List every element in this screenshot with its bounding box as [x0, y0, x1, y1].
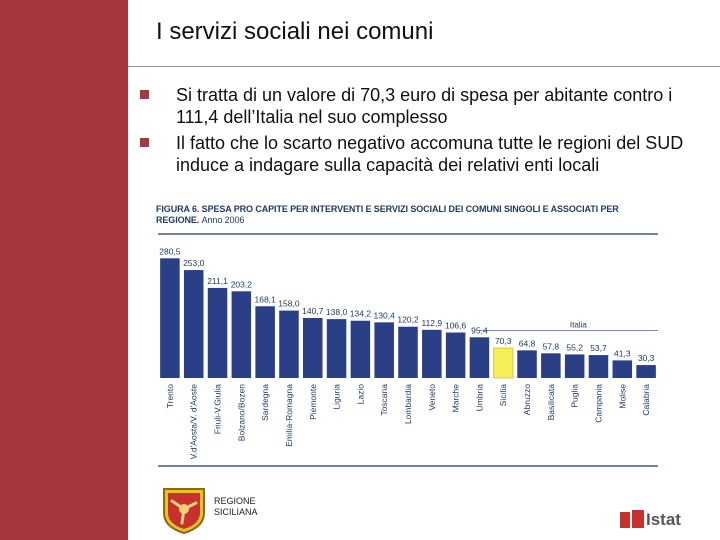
chart-subtitle: Anno 2006	[201, 215, 245, 225]
category-label: Umbria	[474, 384, 484, 412]
data-label: 53,7	[590, 343, 607, 353]
category-label: Toscana	[379, 384, 389, 416]
data-label: 120,2	[397, 315, 419, 325]
category-label: Sardegna	[260, 384, 270, 421]
data-label: 70,3	[495, 336, 512, 346]
istat-mark-icon-2	[630, 510, 644, 528]
bar	[255, 306, 275, 378]
bullet-item: Si tratta di un valore di 70,3 euro di s…	[140, 84, 710, 128]
bar	[374, 322, 394, 378]
category-label: Trento	[165, 384, 175, 409]
data-label: 203,2	[231, 279, 253, 289]
data-label: 64,8	[519, 338, 536, 348]
bar	[541, 353, 561, 378]
bar	[350, 320, 371, 378]
category-label: Campania	[593, 384, 603, 423]
bullet-text: Il fatto che lo scarto negativo accomuna…	[176, 133, 684, 175]
side-accent-bar	[0, 0, 128, 540]
data-label: 134,2	[350, 309, 372, 319]
istat-wordmark: Istat	[646, 510, 681, 529]
category-label: Marche	[451, 384, 461, 413]
bar	[564, 354, 585, 378]
category-label: Liguria	[332, 384, 342, 410]
content-panel	[128, 0, 720, 540]
category-label: Lazio	[355, 384, 365, 405]
bullet-text: Si tratta di un valore di 70,3 euro di s…	[176, 85, 673, 127]
bar	[183, 270, 204, 378]
data-label: 253,0	[183, 258, 205, 268]
data-label: 55,2	[566, 342, 583, 352]
bar	[612, 360, 633, 378]
bullet-item: Il fatto che lo scarto negativo accomuna…	[140, 132, 710, 176]
bar	[636, 365, 656, 378]
bar	[303, 317, 323, 378]
bar	[445, 332, 466, 378]
category-label: Sicilia	[498, 384, 508, 406]
category-label: Veneto	[427, 384, 437, 411]
category-label: Molise	[617, 384, 627, 409]
bar	[422, 329, 442, 378]
bar	[231, 291, 252, 378]
bar	[326, 319, 347, 378]
data-label: 30,3	[638, 353, 655, 363]
sicily-crest-icon	[163, 488, 205, 535]
bullet-list: Si tratta di un valore di 70,3 euro di s…	[140, 84, 710, 180]
data-label: 106,6	[445, 321, 467, 331]
bar	[398, 326, 418, 378]
category-label: Abruzzo	[522, 384, 532, 415]
category-label: Emilia-Romagna	[284, 384, 294, 447]
category-label: Bolzano/Bozen	[236, 384, 246, 441]
data-label: 138,0	[326, 307, 348, 317]
category-label: Friuli-V.Giulia	[213, 384, 223, 435]
data-label: 57,8	[543, 341, 560, 351]
region-logo	[158, 485, 210, 535]
chart-title-line1: FIGURA 6. SPESA PRO CAPITE PER INTERVENT…	[156, 204, 619, 214]
bar	[588, 355, 609, 378]
category-label: Piemonte	[308, 384, 318, 420]
title-divider	[128, 66, 720, 67]
bar	[279, 310, 299, 378]
category-label: Lombardia	[403, 384, 413, 424]
bar	[517, 350, 537, 378]
data-label: 130,4	[374, 310, 396, 320]
chart-title-line2: REGIONE.	[156, 215, 200, 225]
data-label: 41,3	[614, 348, 631, 358]
data-label: 112,9	[421, 318, 442, 328]
region-name: REGIONE SICILIANA	[214, 496, 258, 518]
data-label: 211,1	[207, 276, 228, 286]
chart-title: FIGURA 6. SPESA PRO CAPITE PER INTERVENT…	[156, 204, 619, 226]
data-label: 158,0	[278, 299, 300, 309]
data-label: 280,5	[159, 246, 181, 256]
region-line2: SICILIANA	[214, 507, 258, 517]
region-line1: REGIONE	[214, 496, 256, 506]
category-label: Calabria	[641, 384, 651, 416]
bullet-square-icon	[140, 90, 149, 99]
slide-title: I servizi sociali nei comuni	[156, 18, 434, 45]
bar	[493, 347, 514, 379]
data-label: 168,1	[255, 294, 277, 304]
italia-reference-label: Italia	[570, 320, 587, 329]
bar	[207, 287, 228, 378]
bar	[160, 258, 180, 378]
category-label: Basilicata	[546, 384, 556, 421]
data-label: 140,7	[302, 306, 324, 316]
data-label: 95,4	[471, 325, 488, 335]
bullet-square-icon	[140, 138, 149, 147]
category-label: Puglia	[570, 384, 580, 408]
category-label: V.d'Aosta/V. d'Aoste	[189, 384, 199, 460]
bar	[469, 337, 490, 378]
